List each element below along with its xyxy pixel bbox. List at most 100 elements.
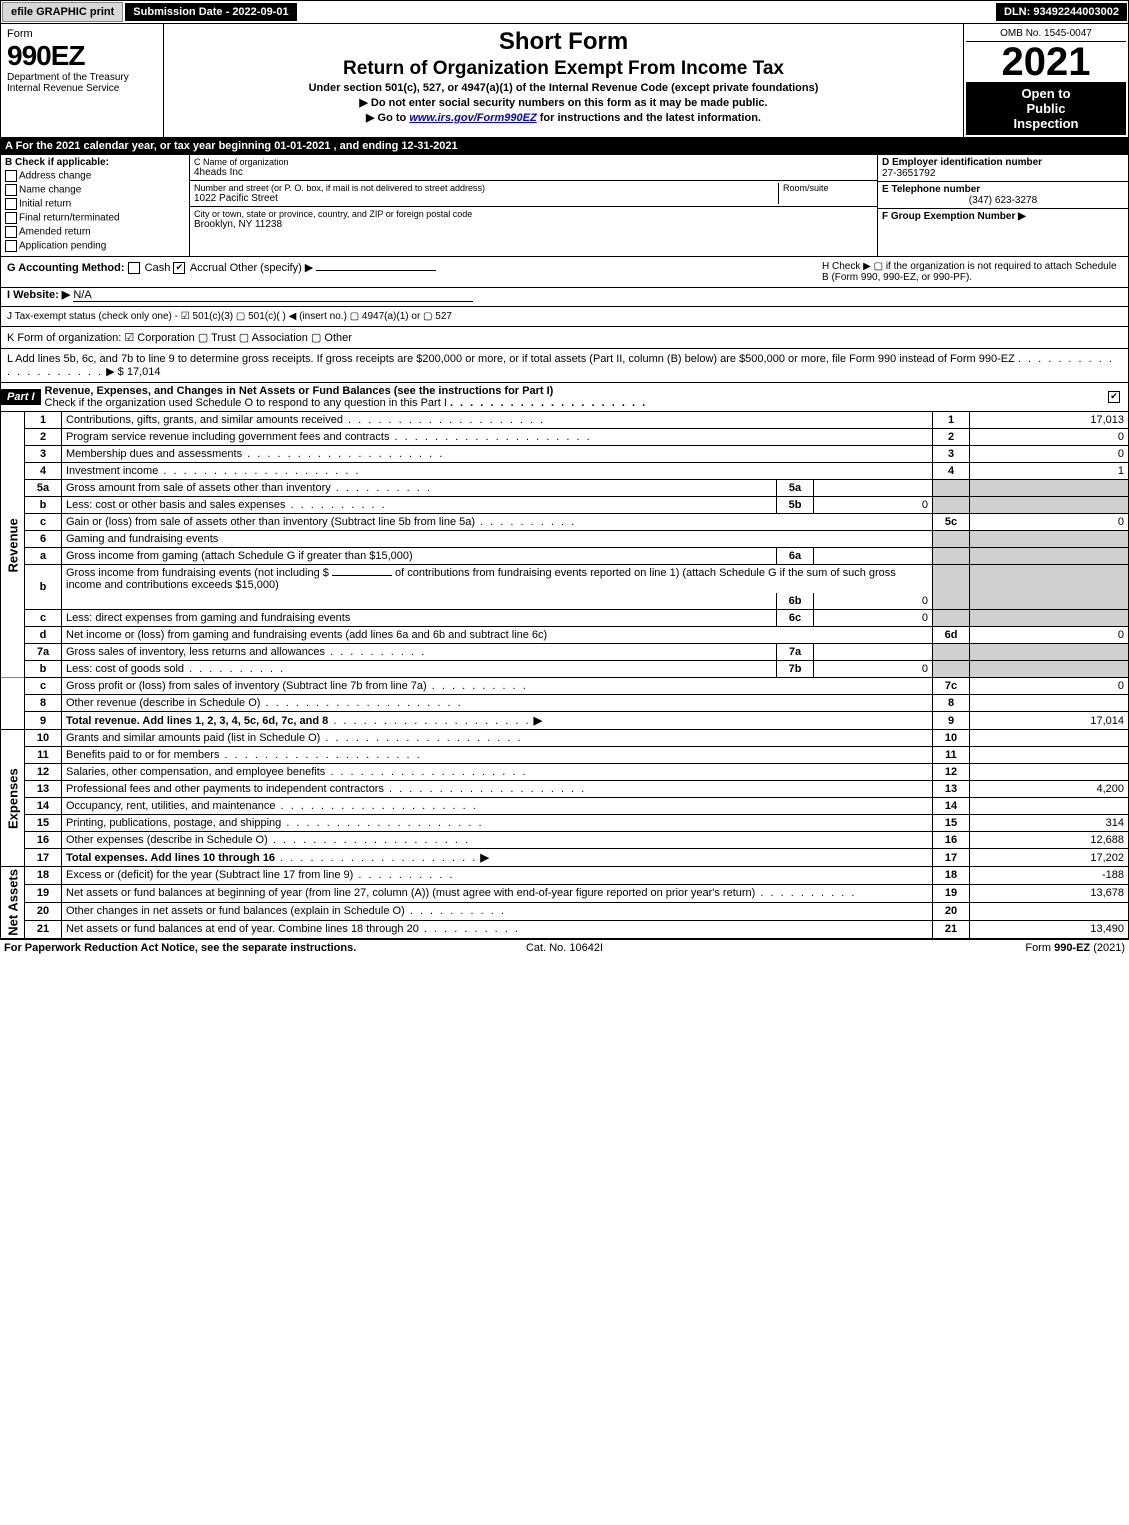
line-3-amount: 0 xyxy=(970,446,1129,463)
inspection: Inspection xyxy=(968,116,1124,131)
line-8-desc: Other revenue (describe in Schedule O) xyxy=(66,697,260,709)
other-specify-input[interactable] xyxy=(316,270,436,271)
b-label: B Check if applicable: xyxy=(5,157,185,168)
line-7a-num: 7a xyxy=(25,644,62,661)
line-21-num: 21 xyxy=(25,920,62,938)
line-5c-num: c xyxy=(25,514,62,531)
dots xyxy=(328,715,530,727)
line-5c-desc: Gain or (loss) from sale of assets other… xyxy=(66,516,475,528)
dots xyxy=(184,663,285,675)
dots xyxy=(281,817,483,829)
part-1-check-text: Check if the organization used Schedule … xyxy=(45,397,447,409)
cb-application-pending[interactable]: Application pending xyxy=(5,240,185,252)
line-11-desc: Benefits paid to or for members xyxy=(66,749,219,761)
line-5b-sl: 5b xyxy=(777,497,814,514)
city-value: Brooklyn, NY 11238 xyxy=(194,219,873,230)
line-21-amount: 13,490 xyxy=(970,920,1129,938)
cb-name-change[interactable]: Name change xyxy=(5,184,185,196)
line-5b-num: b xyxy=(25,497,62,514)
shaded xyxy=(970,644,1129,661)
line-1-num: 1 xyxy=(25,412,62,429)
line-2-rn: 2 xyxy=(933,429,970,446)
website-label: I Website: ▶ xyxy=(7,289,70,301)
line-9-rn: 9 xyxy=(933,712,970,730)
line-16-desc: Other expenses (describe in Schedule O) xyxy=(66,834,268,846)
line-6c-sv: 0 xyxy=(814,610,933,627)
line-12-num: 12 xyxy=(25,764,62,781)
ein-cell: D Employer identification number 27-3651… xyxy=(878,155,1128,182)
org-name-cell: C Name of organization 4heads Inc xyxy=(190,155,877,181)
catalog-number: Cat. No. 10642I xyxy=(378,942,752,954)
line-12-desc: Salaries, other compensation, and employ… xyxy=(66,766,325,778)
cb-initial-return[interactable]: Initial return xyxy=(5,198,185,210)
line-18-amount: -188 xyxy=(970,867,1129,885)
city-label: City or town, state or province, country… xyxy=(194,209,873,219)
city-cell: City or town, state or province, country… xyxy=(190,207,877,232)
cb-application-pending-label: Application pending xyxy=(19,241,106,252)
line-5c-rn: 5c xyxy=(933,514,970,531)
irs-label: Internal Revenue Service xyxy=(7,83,157,94)
line-6b-num: b xyxy=(25,565,62,610)
dots xyxy=(331,482,432,494)
shaded xyxy=(933,548,970,565)
line-11-num: 11 xyxy=(25,747,62,764)
line-3-desc: Membership dues and assessments xyxy=(66,448,242,460)
shaded xyxy=(933,531,970,548)
line-8-amount xyxy=(970,695,1129,712)
accrual-label: Accrual xyxy=(190,262,227,274)
line-14-num: 14 xyxy=(25,798,62,815)
room-label: Room/suite xyxy=(783,183,873,193)
shaded xyxy=(933,610,970,627)
line-7b-desc: Less: cost of goods sold xyxy=(66,663,184,675)
form-title-block: Short Form Return of Organization Exempt… xyxy=(164,24,963,137)
line-10-rn: 10 xyxy=(933,730,970,747)
line-8-num: 8 xyxy=(25,695,62,712)
line-6d-desc: Net income or (loss) from gaming and fun… xyxy=(62,627,933,644)
k-text: K Form of organization: ☑ Corporation ▢ … xyxy=(7,331,1122,344)
efile-print-button[interactable]: efile GRAPHIC print xyxy=(2,2,123,22)
expenses-side-label: Expenses xyxy=(1,730,25,867)
dots xyxy=(475,516,576,528)
dots xyxy=(286,499,387,511)
cb-accrual[interactable]: ✔ xyxy=(173,262,185,274)
dots xyxy=(260,697,462,709)
line-15-rn: 15 xyxy=(933,815,970,832)
line-6a-sv xyxy=(814,548,933,565)
dots xyxy=(755,887,856,899)
cb-address-change[interactable]: Address change xyxy=(5,170,185,182)
line-6-desc: Gaming and fundraising events xyxy=(62,531,933,548)
line-11-rn: 11 xyxy=(933,747,970,764)
line-6b-blank[interactable] xyxy=(332,575,392,576)
shaded xyxy=(970,480,1129,497)
shaded xyxy=(933,480,970,497)
irs-link[interactable]: www.irs.gov/Form990EZ xyxy=(409,112,536,124)
line-4-rn: 4 xyxy=(933,463,970,480)
cb-amended-return[interactable]: Amended return xyxy=(5,226,185,238)
line-2-num: 2 xyxy=(25,429,62,446)
line-17-desc: Total expenses. Add lines 10 through 16 xyxy=(66,852,275,864)
line-5a-num: 5a xyxy=(25,480,62,497)
dots xyxy=(325,646,426,658)
line-18-desc: Excess or (deficit) for the year (Subtra… xyxy=(66,869,353,881)
subtitle: Under section 501(c), 527, or 4947(a)(1)… xyxy=(168,82,959,94)
section-a-tax-year: A For the 2021 calendar year, or tax yea… xyxy=(0,138,1129,155)
line-20-desc: Other changes in net assets or fund bala… xyxy=(66,905,405,917)
row-j-tax-exempt: J Tax-exempt status (check only one) - ☑… xyxy=(0,307,1129,327)
line-14-desc: Occupancy, rent, utilities, and maintena… xyxy=(66,800,276,812)
cb-final-return[interactable]: Final return/terminated xyxy=(5,212,185,224)
line-6c-num: c xyxy=(25,610,62,627)
revenue-side-label: Revenue xyxy=(1,412,25,678)
form-word: Form xyxy=(7,28,157,40)
cb-cash[interactable] xyxy=(128,262,140,274)
shaded xyxy=(933,644,970,661)
street-label: Number and street (or P. O. box, if mail… xyxy=(194,183,778,193)
line-15-amount: 314 xyxy=(970,815,1129,832)
line-15-num: 15 xyxy=(25,815,62,832)
line-6d-amount: 0 xyxy=(970,627,1129,644)
part-1-check[interactable]: ✔ xyxy=(1108,391,1120,403)
street-cell: Number and street (or P. O. box, if mail… xyxy=(190,181,877,207)
line-19-desc: Net assets or fund balances at beginning… xyxy=(66,887,755,899)
submission-date-label: Submission Date - 2022-09-01 xyxy=(125,3,296,21)
line-7c-rn: 7c xyxy=(933,678,970,695)
line-7c-num: c xyxy=(25,678,62,695)
